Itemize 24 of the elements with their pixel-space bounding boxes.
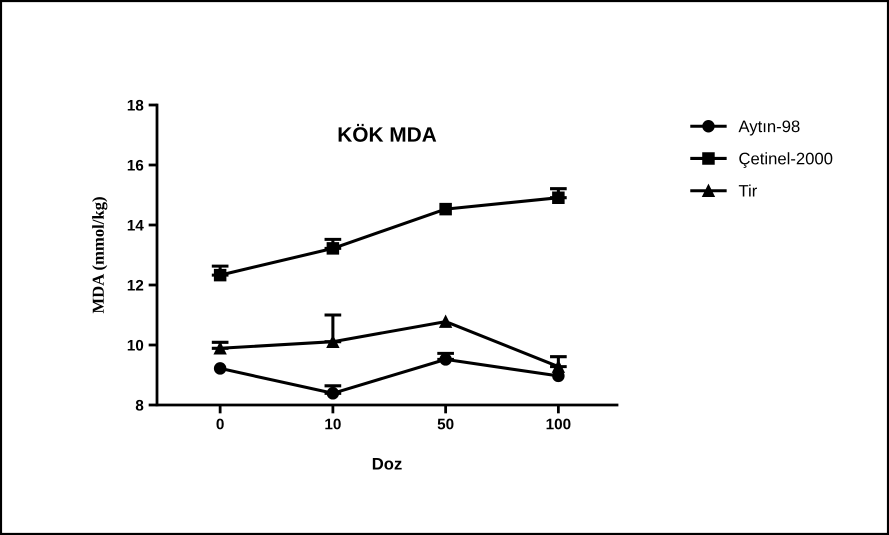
point <box>214 268 226 282</box>
x-tick-label: 10 <box>325 418 341 430</box>
y-tick-label: 16 <box>128 160 144 171</box>
y-axis-title: MDA (mmol/kg) <box>92 197 108 314</box>
y-tick-label: 12 <box>128 280 144 291</box>
legend-label: Tir <box>738 184 757 197</box>
legend-label: Çetinel-2000 <box>739 152 832 168</box>
x-tick-label: 0 <box>216 418 224 430</box>
legend-label: Aytın-98 <box>738 120 800 136</box>
y-tick-label: 10 <box>128 340 144 351</box>
point <box>214 362 226 375</box>
text: KÖK MDA <box>338 124 436 142</box>
point <box>439 353 452 366</box>
point <box>326 242 340 255</box>
x-tick-label: 100 <box>546 418 570 430</box>
x-axis-title: Doz <box>372 458 402 470</box>
y-tick-label: 18 <box>128 100 144 111</box>
point <box>552 191 565 204</box>
point <box>439 202 452 216</box>
y-tick-label: 14 <box>128 220 144 231</box>
x-tick-label: 50 <box>438 418 454 430</box>
point <box>439 315 452 328</box>
point <box>326 387 340 400</box>
y-tick-label: 8 <box>136 400 144 411</box>
